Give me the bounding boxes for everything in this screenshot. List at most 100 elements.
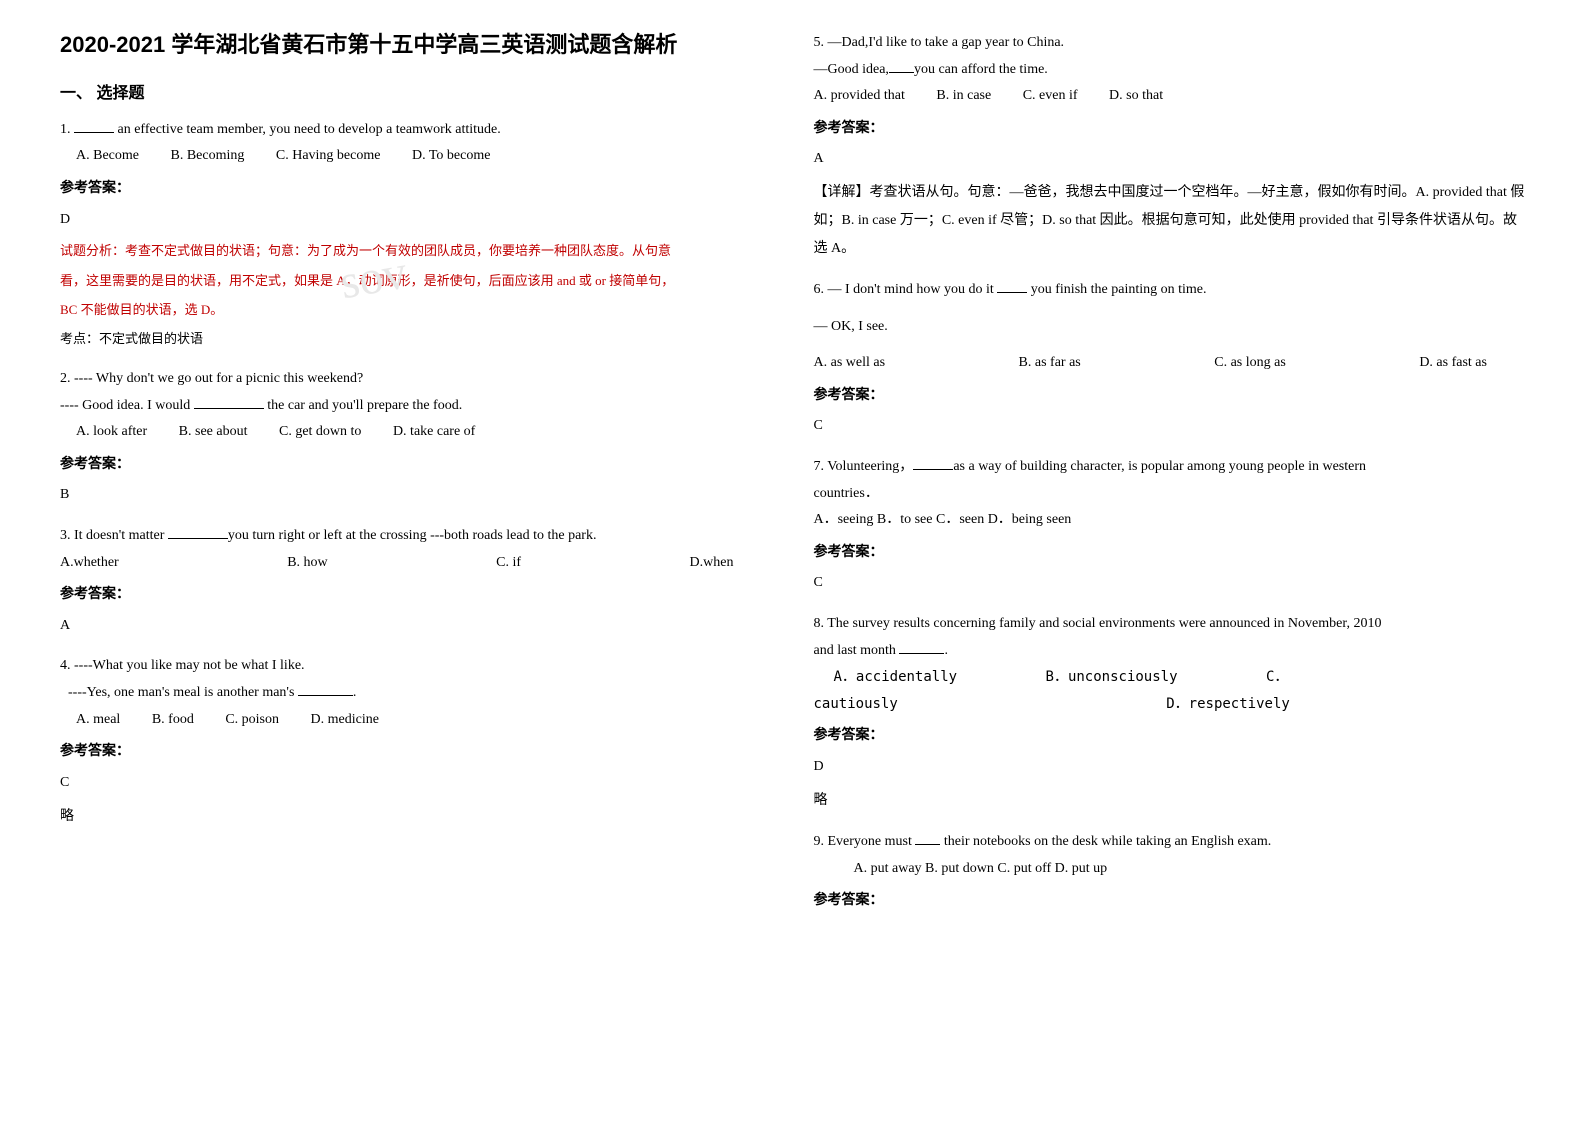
- question-1: 1. an effective team member, you need to…: [60, 117, 774, 352]
- q2-opt-b: B. see about: [179, 419, 248, 446]
- q5-answer: A: [814, 146, 1528, 173]
- q4-blank: [298, 682, 353, 696]
- q5-blank: [889, 59, 914, 73]
- q8-opt-b: B．unconsciously: [1046, 664, 1178, 691]
- q3-stem-pre: 3. It doesn't matter: [60, 528, 168, 543]
- q6-answer: C: [814, 413, 1528, 440]
- q8-opt-c2: cautiously: [814, 696, 898, 712]
- q2-opt-c: C. get down to: [279, 419, 361, 446]
- q8-opt-c: C．: [1266, 664, 1288, 691]
- q3-opt-a: A.whether: [60, 550, 119, 577]
- q3-opt-d: D.when: [690, 550, 734, 577]
- q5-line1: 5. —Dad,I'd like to take a gap year to C…: [814, 30, 1528, 57]
- q1-exp1: 试题分析：考查不定式做目的状语；句意：为了成为一个有效的团队成员，你要培养一种团…: [60, 239, 774, 262]
- q4-opt-d: D. medicine: [311, 707, 379, 734]
- left-column: 2020-2021 学年湖北省黄石市第十五中学高三英语测试题含解析 一、 选择题…: [40, 30, 794, 1092]
- q5-answer-label: 参考答案：: [814, 114, 1528, 141]
- q8-line1: 8. The survey results concerning family …: [814, 611, 1528, 638]
- q2-answer: B: [60, 482, 774, 509]
- q5-opt-a: A. provided that: [814, 83, 905, 110]
- question-6: 6. — I don't mind how you do it you fini…: [814, 277, 1528, 440]
- question-7: 7. Volunteering， as a way of building cha…: [814, 454, 1528, 597]
- q1-stem-pre: 1.: [60, 122, 74, 137]
- q2-line1: 2. ---- Why don't we go out for a picnic…: [60, 366, 774, 393]
- q8-answer-label: 参考答案：: [814, 721, 1528, 748]
- q1-stem-post: an effective team member, you need to de…: [114, 122, 501, 137]
- question-5: 5. —Dad,I'd like to take a gap year to C…: [814, 30, 1528, 263]
- q6-line2: — OK, I see.: [814, 314, 1528, 341]
- q9-answer-label: 参考答案：: [814, 886, 1528, 913]
- q7-answer: C: [814, 570, 1528, 597]
- q8-line2-pre: and last month: [814, 643, 900, 658]
- q4-answer: C: [60, 770, 774, 797]
- q2-opt-a: A. look after: [76, 419, 147, 446]
- q3-answer: A: [60, 613, 774, 640]
- q1-kaodian: 考点：不定式做目的状语: [60, 327, 774, 352]
- question-2: 2. ---- Why don't we go out for a picnic…: [60, 366, 774, 509]
- q4-line2-pre: ----Yes, one man's meal is another man's: [68, 685, 298, 700]
- q6-line1-pre: 6. — I don't mind how you do it: [814, 282, 998, 297]
- q9-opts: A. put away B. put down C. put off D. pu…: [814, 856, 1528, 883]
- q5-detail: 【详解】考查状语从句。句意：—爸爸，我想去中国度过一个空档年。—好主意，假如你有…: [814, 179, 1528, 263]
- q4-line1: 4. ----What you like may not be what I l…: [60, 653, 774, 680]
- q9-line1-post: their notebooks on the desk while taking…: [940, 834, 1271, 849]
- q9-blank: [915, 831, 940, 845]
- q6-line1-post: you finish the painting on time.: [1027, 282, 1206, 297]
- q8-opt-d: D．respectively: [1166, 696, 1290, 712]
- q6-opt-c: C. as long as: [1214, 350, 1286, 377]
- right-column: 5. —Dad,I'd like to take a gap year to C…: [794, 30, 1548, 1092]
- q7-answer-label: 参考答案：: [814, 538, 1528, 565]
- q1-opt-c: C. Having become: [276, 143, 381, 170]
- q2-line2-pre: ---- Good idea. I would: [60, 398, 194, 413]
- section-header: 一、 选择题: [60, 79, 774, 103]
- document-title: 2020-2021 学年湖北省黄石市第十五中学高三英语测试题含解析: [60, 30, 774, 61]
- q2-answer-label: 参考答案：: [60, 450, 774, 477]
- q7-blank: [913, 456, 953, 470]
- q5-line2-pre: —Good idea,: [814, 62, 889, 77]
- question-4: 4. ----What you like may not be what I l…: [60, 653, 774, 831]
- q6-opt-a: A. as well as: [814, 350, 886, 377]
- q4-opt-c: C. poison: [225, 707, 279, 734]
- q1-answer: D: [60, 207, 774, 234]
- q2-opt-d: D. take care of: [393, 419, 475, 446]
- q8-line2-post: .: [944, 643, 948, 658]
- q1-opt-b: B. Becoming: [170, 143, 244, 170]
- q1-answer-label: 参考答案：: [60, 174, 774, 201]
- q2-blank: [194, 395, 264, 409]
- question-9: 9. Everyone must their notebooks on the …: [814, 829, 1528, 913]
- q4-lue: 略: [60, 804, 774, 831]
- q5-line2-post: you can afford the time.: [914, 62, 1048, 77]
- q4-answer-label: 参考答案：: [60, 737, 774, 764]
- q4-opt-b: B. food: [152, 707, 194, 734]
- q3-opt-c: C. if: [496, 550, 521, 577]
- question-3: 3. It doesn't matter you turn right or l…: [60, 523, 774, 639]
- q4-line2-post: .: [353, 685, 357, 700]
- question-8: 8. The survey results concerning family …: [814, 611, 1528, 815]
- q7-opts: A．seeing B．to see C．seen D．being seen: [814, 507, 1528, 534]
- q6-opt-b: B. as far as: [1019, 350, 1081, 377]
- q6-answer-label: 参考答案：: [814, 381, 1528, 408]
- q7-line1-pre: 7. Volunteering，: [814, 459, 914, 474]
- q1-opt-d: D. To become: [412, 143, 490, 170]
- q5-opt-c: C. even if: [1023, 83, 1078, 110]
- q1-exp3: BC 不能做目的状语，选 D。: [60, 298, 774, 321]
- q5-opt-d: D. so that: [1109, 83, 1163, 110]
- q8-answer: D: [814, 754, 1528, 781]
- q1-exp2: 看，这里需要的是目的状语，用不定式，如果是 A，动词原形，是祈使句，后面应该用 …: [60, 269, 774, 292]
- q2-line2-post: the car and you'll prepare the food.: [264, 398, 462, 413]
- q8-blank: [899, 640, 944, 654]
- q1-blank: [74, 119, 114, 133]
- q3-opt-b: B. how: [287, 550, 327, 577]
- q6-blank: [997, 279, 1027, 293]
- q7-line1-post: as a way of building character, is popul…: [953, 459, 1366, 474]
- q7-line2: countries．: [814, 481, 1528, 508]
- q1-opt-a: A. Become: [76, 143, 139, 170]
- q4-opt-a: A. meal: [76, 707, 120, 734]
- q8-lue: 略: [814, 788, 1528, 815]
- q5-opt-b: B. in case: [936, 83, 991, 110]
- q3-blank: [168, 525, 228, 539]
- q9-line1-pre: 9. Everyone must: [814, 834, 916, 849]
- q6-opt-d: D. as fast as: [1419, 350, 1487, 377]
- q3-stem-post: you turn right or left at the crossing -…: [228, 528, 597, 543]
- q8-opt-a: A．accidentally: [834, 664, 958, 691]
